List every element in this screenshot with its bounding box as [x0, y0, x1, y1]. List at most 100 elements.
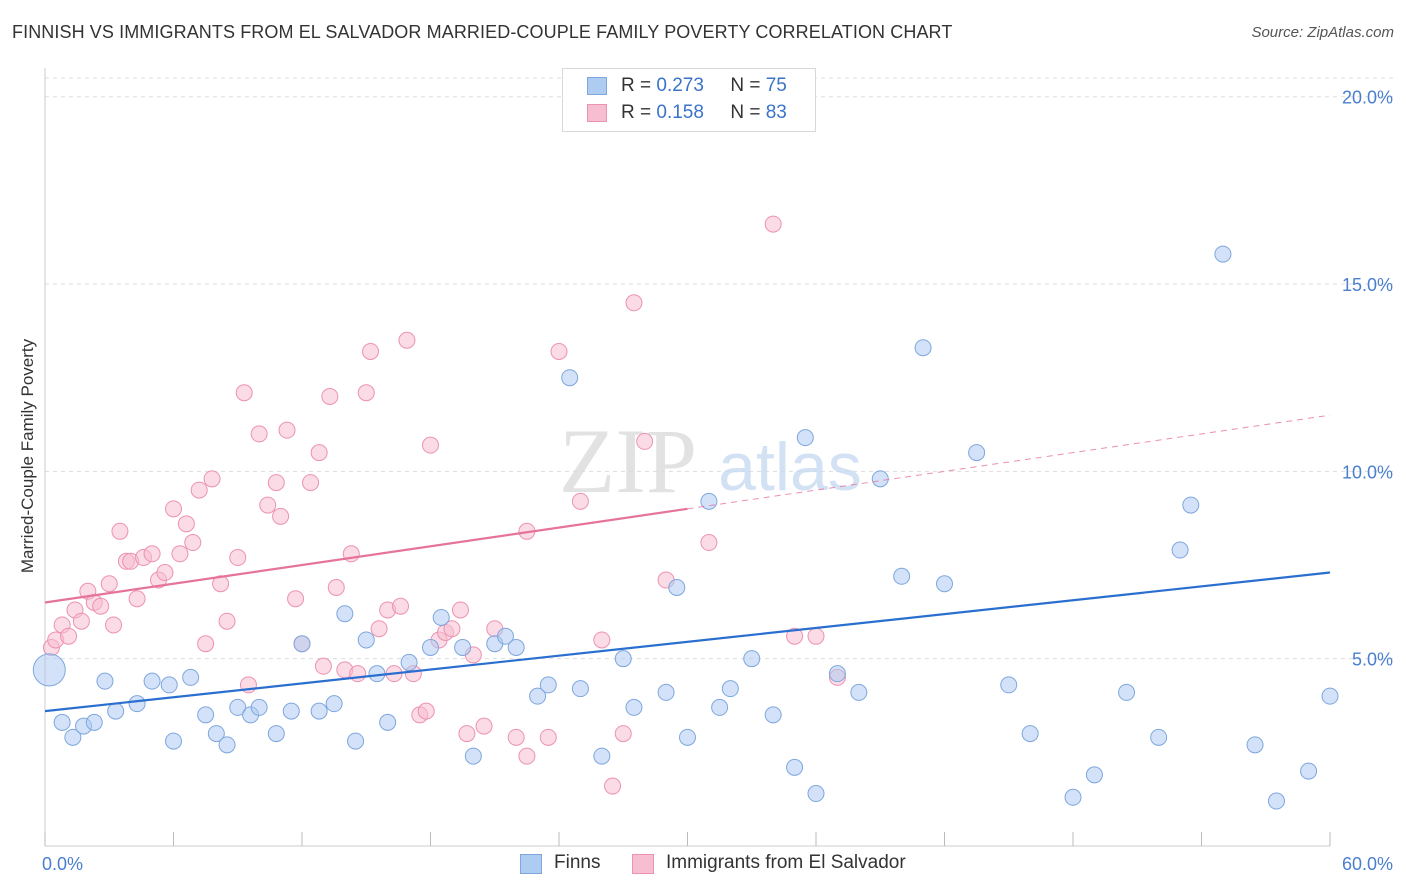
salvador-n-value: 83	[765, 102, 787, 123]
finns-point	[250, 698, 268, 716]
finns-point	[310, 702, 328, 720]
finns-point	[828, 665, 846, 683]
salvador-point	[550, 342, 568, 360]
x-tick-label: 60.0%	[1342, 854, 1393, 874]
watermark: ZIP atlas	[559, 410, 862, 512]
salvador-point	[700, 534, 718, 552]
finns-point	[1085, 766, 1103, 784]
salvador-point	[111, 522, 129, 540]
salvador-point	[272, 507, 290, 525]
legend-finns-swatch	[520, 854, 542, 874]
finns-point	[529, 687, 547, 705]
salvador-point	[310, 444, 328, 462]
legend-finns-label: Finns	[554, 852, 601, 873]
finns-point	[107, 702, 125, 720]
finns-point	[64, 728, 82, 746]
salvador-point	[197, 635, 215, 653]
salvador-point	[625, 294, 643, 312]
finns-point	[160, 676, 178, 694]
stats-legend: R = 0.273 N = 75 R = 0.158 N = 83	[562, 68, 816, 132]
salvador-point	[458, 725, 476, 743]
salvador-point	[314, 657, 332, 675]
salvador-point	[327, 579, 345, 597]
finns-trend-line	[44, 571, 1331, 713]
salvador-point	[218, 612, 236, 630]
salvador-point	[507, 728, 525, 746]
finns-point	[400, 653, 418, 671]
salvador-point	[165, 500, 182, 518]
finns-point	[32, 653, 66, 687]
salvador-point	[72, 612, 90, 630]
salvador-point	[267, 474, 285, 492]
chart-title: FINNISH VS IMMIGRANTS FROM EL SALVADOR M…	[12, 22, 953, 42]
salvador-point	[278, 421, 296, 439]
finns-point	[1171, 541, 1189, 559]
salvador-point	[392, 597, 410, 615]
finns-point	[197, 706, 215, 724]
salvador-point	[177, 515, 195, 533]
salvador-point	[422, 436, 439, 454]
watermark-atlas: atlas	[718, 429, 862, 505]
axes	[44, 68, 1331, 847]
salvador-point	[302, 474, 320, 492]
salvador-point	[92, 597, 110, 615]
finns-point	[721, 680, 739, 698]
finns-point	[496, 627, 514, 645]
salvador-point	[604, 777, 622, 795]
salvador-point	[362, 342, 380, 360]
salvador-point	[105, 616, 123, 634]
finns-points	[32, 245, 1339, 810]
finns-n-label: N =	[730, 75, 761, 96]
finns-point	[229, 698, 247, 716]
salvador-point	[614, 725, 632, 743]
salvador-n-label: N =	[730, 102, 761, 123]
finns-r-value: 0.273	[656, 75, 704, 96]
salvador-point	[357, 384, 375, 402]
finns-point	[764, 706, 782, 724]
finns-point	[1214, 245, 1232, 263]
salvador-points	[42, 99, 846, 795]
finns-point	[357, 631, 375, 649]
finns-point	[914, 339, 932, 357]
finns-point	[1021, 725, 1039, 743]
finns-n-value: 75	[765, 75, 787, 96]
y-tick-label: 15.0%	[1342, 275, 1393, 295]
salvador-point	[229, 549, 247, 567]
salvador-point	[518, 747, 536, 765]
finns-point	[807, 785, 825, 803]
finns-point	[507, 638, 525, 656]
finns-point	[850, 683, 868, 701]
legend-salvador-swatch	[632, 854, 654, 874]
salvador-point	[60, 627, 78, 645]
y-tick-label: 5.0%	[1352, 650, 1393, 670]
finns-point	[539, 676, 557, 694]
salvador-point	[287, 590, 305, 608]
finns-r-label: R =	[621, 75, 652, 96]
salvador-point	[593, 631, 611, 649]
finns-point	[143, 672, 161, 690]
salvador-point	[636, 432, 654, 450]
salvador-point	[571, 492, 589, 510]
salvador-point	[128, 590, 146, 608]
finns-point	[464, 747, 482, 765]
finns-swatch	[587, 77, 607, 95]
salvador-point	[475, 717, 493, 735]
finns-point	[871, 470, 889, 488]
finns-point	[379, 713, 397, 731]
finns-point	[96, 672, 114, 690]
y-tick-label: 20.0%	[1342, 88, 1393, 108]
finns-point	[743, 650, 761, 668]
finns-point	[936, 575, 953, 593]
finns-point	[657, 683, 675, 701]
salvador-point	[100, 575, 118, 593]
x-tick-label: 0.0%	[42, 854, 83, 874]
salvador-point	[184, 534, 202, 552]
finns-point	[347, 732, 365, 750]
finns-point	[679, 728, 696, 746]
salvador-point	[349, 665, 367, 683]
finns-point	[1246, 736, 1264, 754]
salvador-trend-extension	[687, 414, 1331, 510]
salvador-point	[212, 575, 230, 593]
finns-point	[432, 608, 450, 626]
finns-point	[1182, 496, 1200, 514]
